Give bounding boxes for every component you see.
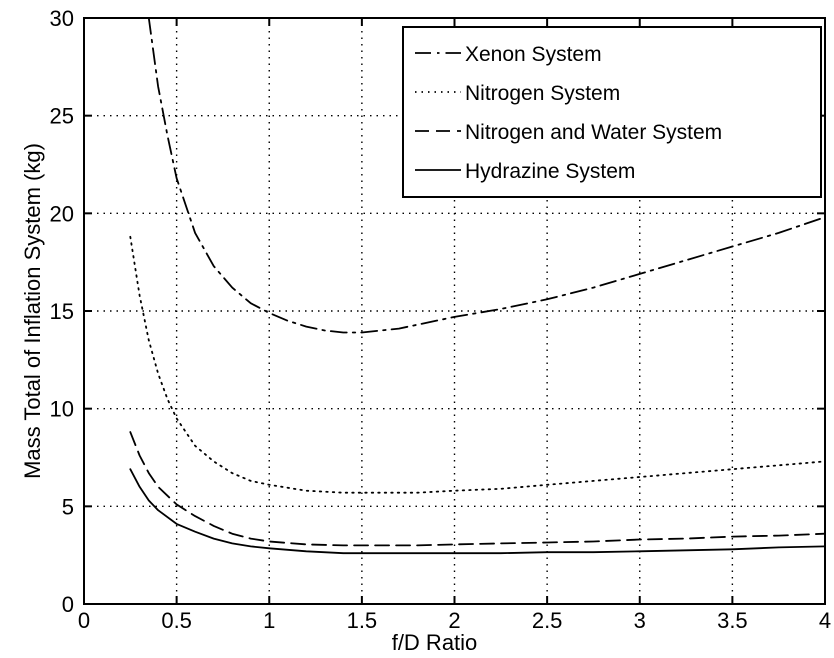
legend-entry-label: Xenon System <box>465 43 602 66</box>
x-tick-label: 0 <box>78 608 90 633</box>
series-line-nitrogen-system <box>129 235 825 494</box>
legend-entry-label: Hydrazine System <box>465 160 635 183</box>
x-tick-label: 3 <box>634 608 646 633</box>
axis-ticks: 0 0.5 1 1.5 2 2.5 3 3.5 4 0 5 10 15 20 25 30 <box>50 6 832 633</box>
series-line-nitrogen-and-water-system <box>129 431 825 547</box>
legend-box <box>402 26 822 198</box>
x-tick-label: 2 <box>448 608 460 633</box>
y-tick-label: 15 <box>50 299 74 324</box>
legend-entry-label: Nitrogen System <box>465 82 620 105</box>
x-tick-label: 1 <box>263 608 275 633</box>
y-tick-label: 5 <box>62 494 74 519</box>
legend: Xenon System Nitrogen System Nitrogen and … <box>402 26 822 198</box>
x-tick-label: 0.5 <box>161 608 192 633</box>
y-axis-label: Mass Total of Inflation System (kg) <box>20 143 45 479</box>
series-line-xenon-system <box>147 18 825 334</box>
y-tick-label: 25 <box>50 104 74 129</box>
x-tick-label: 2.5 <box>532 608 563 633</box>
series-group <box>129 18 825 555</box>
x-tick-label: 3.5 <box>717 608 748 633</box>
x-tick-label: 1.5 <box>347 608 378 633</box>
series-line-hydrazine-system <box>129 468 825 555</box>
legend-entry-label: Nitrogen and Water System <box>465 121 722 144</box>
y-tick-label: 10 <box>50 397 74 422</box>
y-tick-label: 30 <box>50 6 74 31</box>
y-tick-label: 0 <box>62 592 74 617</box>
x-axis-label: f/D Ratio <box>392 630 478 655</box>
y-tick-label: 20 <box>50 201 74 226</box>
x-tick-label: 4 <box>819 608 831 633</box>
